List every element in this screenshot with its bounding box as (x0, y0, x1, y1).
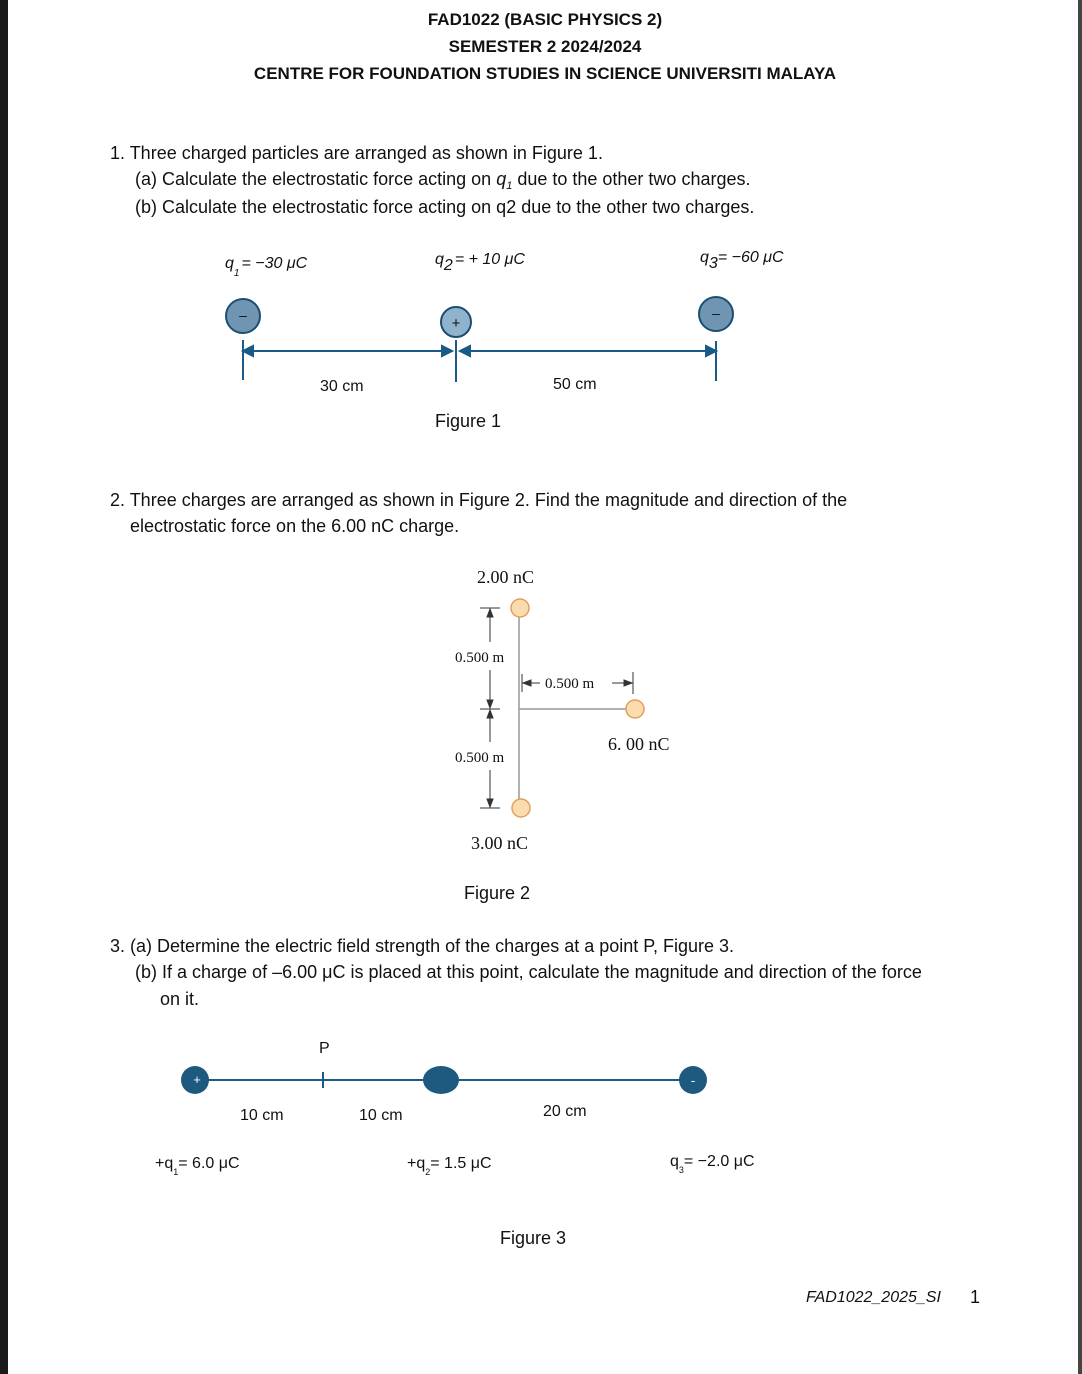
footer-code: FAD1022_2025_SI (806, 1289, 941, 1306)
charge-sign: – (712, 305, 720, 321)
value: = −60 μC (718, 249, 784, 266)
subscript: 1 (506, 180, 512, 192)
figure-1: q1= −30 μC q2 = + 10 μC q3= −60 μC – + – … (225, 249, 784, 431)
dimension-lines (480, 607, 634, 809)
charge-sign: + (193, 1072, 201, 1087)
charge-sign: + (452, 315, 461, 332)
question-text: 2. Three charges are arranged as shown i… (110, 490, 847, 510)
charge-label: 2.00 nC (477, 567, 534, 587)
text: due to the other two charges. (512, 169, 750, 189)
charge-label: q2 = + 10 μC (435, 251, 525, 274)
figure-2: 2.00 nC 0.500 m 0.500 m 0.500 m 6. 00 nC… (455, 567, 670, 903)
symbol: q (670, 1153, 679, 1170)
distance-label: 0.500 m (455, 750, 505, 766)
distance-label: 50 cm (553, 376, 597, 393)
symbol: q (496, 169, 506, 189)
symbol: q (700, 249, 709, 266)
text: (a) Calculate the electrostatic force ac… (135, 169, 496, 189)
value: = −30 μC (241, 255, 307, 272)
subscript: 2 (443, 257, 453, 274)
symbol: +q (407, 1155, 425, 1172)
charge (679, 1066, 707, 1094)
charge-label: q3= −60 μC (700, 249, 784, 272)
charge (181, 1066, 209, 1094)
subscript: 1 (234, 268, 240, 279)
centre: CENTRE FOR FOUNDATION STUDIES IN SCIENCE… (254, 64, 836, 83)
figure-caption: Figure 3 (500, 1228, 566, 1248)
distance-label: 0.500 m (545, 676, 595, 692)
figure-caption: Figure 2 (464, 883, 530, 903)
question-text: 1. Three charged particles are arranged … (110, 143, 603, 163)
subscript: 3 (679, 1165, 684, 1175)
charge (511, 798, 531, 818)
question-text: 3. (a) Determine the electric field stre… (110, 936, 734, 956)
page-number: 1 (970, 1287, 980, 1307)
distance-label: 10 cm (359, 1107, 403, 1124)
question-part: (a) Calculate the electrostatic force ac… (135, 169, 750, 192)
charge (625, 699, 645, 719)
left-edge (0, 0, 8, 1374)
symbol: q (225, 255, 234, 272)
distance-label: 0.500 m (455, 650, 505, 666)
figure-caption: Figure 1 (435, 411, 501, 431)
value: = −2.0 μC (684, 1153, 755, 1170)
charge-label: q1= −30 μC (225, 255, 308, 279)
symbol: +q (155, 1155, 173, 1172)
value: = 1.5 μC (430, 1155, 491, 1172)
semester: SEMESTER 2 2024/2024 (449, 37, 642, 56)
distance-label: 20 cm (543, 1103, 587, 1120)
distance-label: 30 cm (320, 378, 364, 395)
course-title: FAD1022 (BASIC PHYSICS 2) (428, 10, 662, 29)
dimension-lines (240, 340, 719, 382)
question-part: (b) Calculate the electrostatic force ac… (135, 197, 754, 217)
symbol: q (435, 251, 444, 268)
charge (510, 598, 530, 618)
charge-label: 6. 00 nC (608, 734, 670, 754)
value: = + 10 μC (455, 251, 526, 268)
charge-label: +q2= 1.5 μC (407, 1155, 492, 1177)
charge (698, 296, 734, 332)
question-text: on it. (160, 989, 199, 1009)
charge (225, 298, 261, 334)
subscript: 2 (425, 1167, 430, 1177)
charge-sign: – (239, 307, 247, 323)
subscript: 3 (709, 255, 718, 272)
charge-label: +q1= 6.0 μC (155, 1155, 240, 1177)
point-label: P (319, 1040, 330, 1057)
subscript: 1 (173, 1167, 178, 1177)
charge-label: 3.00 nC (471, 833, 528, 853)
question-text: electrostatic force on the 6.00 nC charg… (130, 516, 459, 536)
right-edge (1078, 0, 1082, 1374)
distance-label: 10 cm (240, 1107, 284, 1124)
figure-3: P + - 10 cm 10 cm 20 cm +q1= 6.0 μC +q2=… (155, 1040, 755, 1248)
charge (440, 306, 472, 338)
value: = 6.0 μC (178, 1155, 239, 1172)
question-text: (b) If a charge of –6.00 μC is placed at… (135, 962, 922, 982)
charge-label: q3= −2.0 μC (670, 1153, 755, 1175)
charge (423, 1066, 459, 1094)
charge-sign: - (691, 1073, 695, 1088)
